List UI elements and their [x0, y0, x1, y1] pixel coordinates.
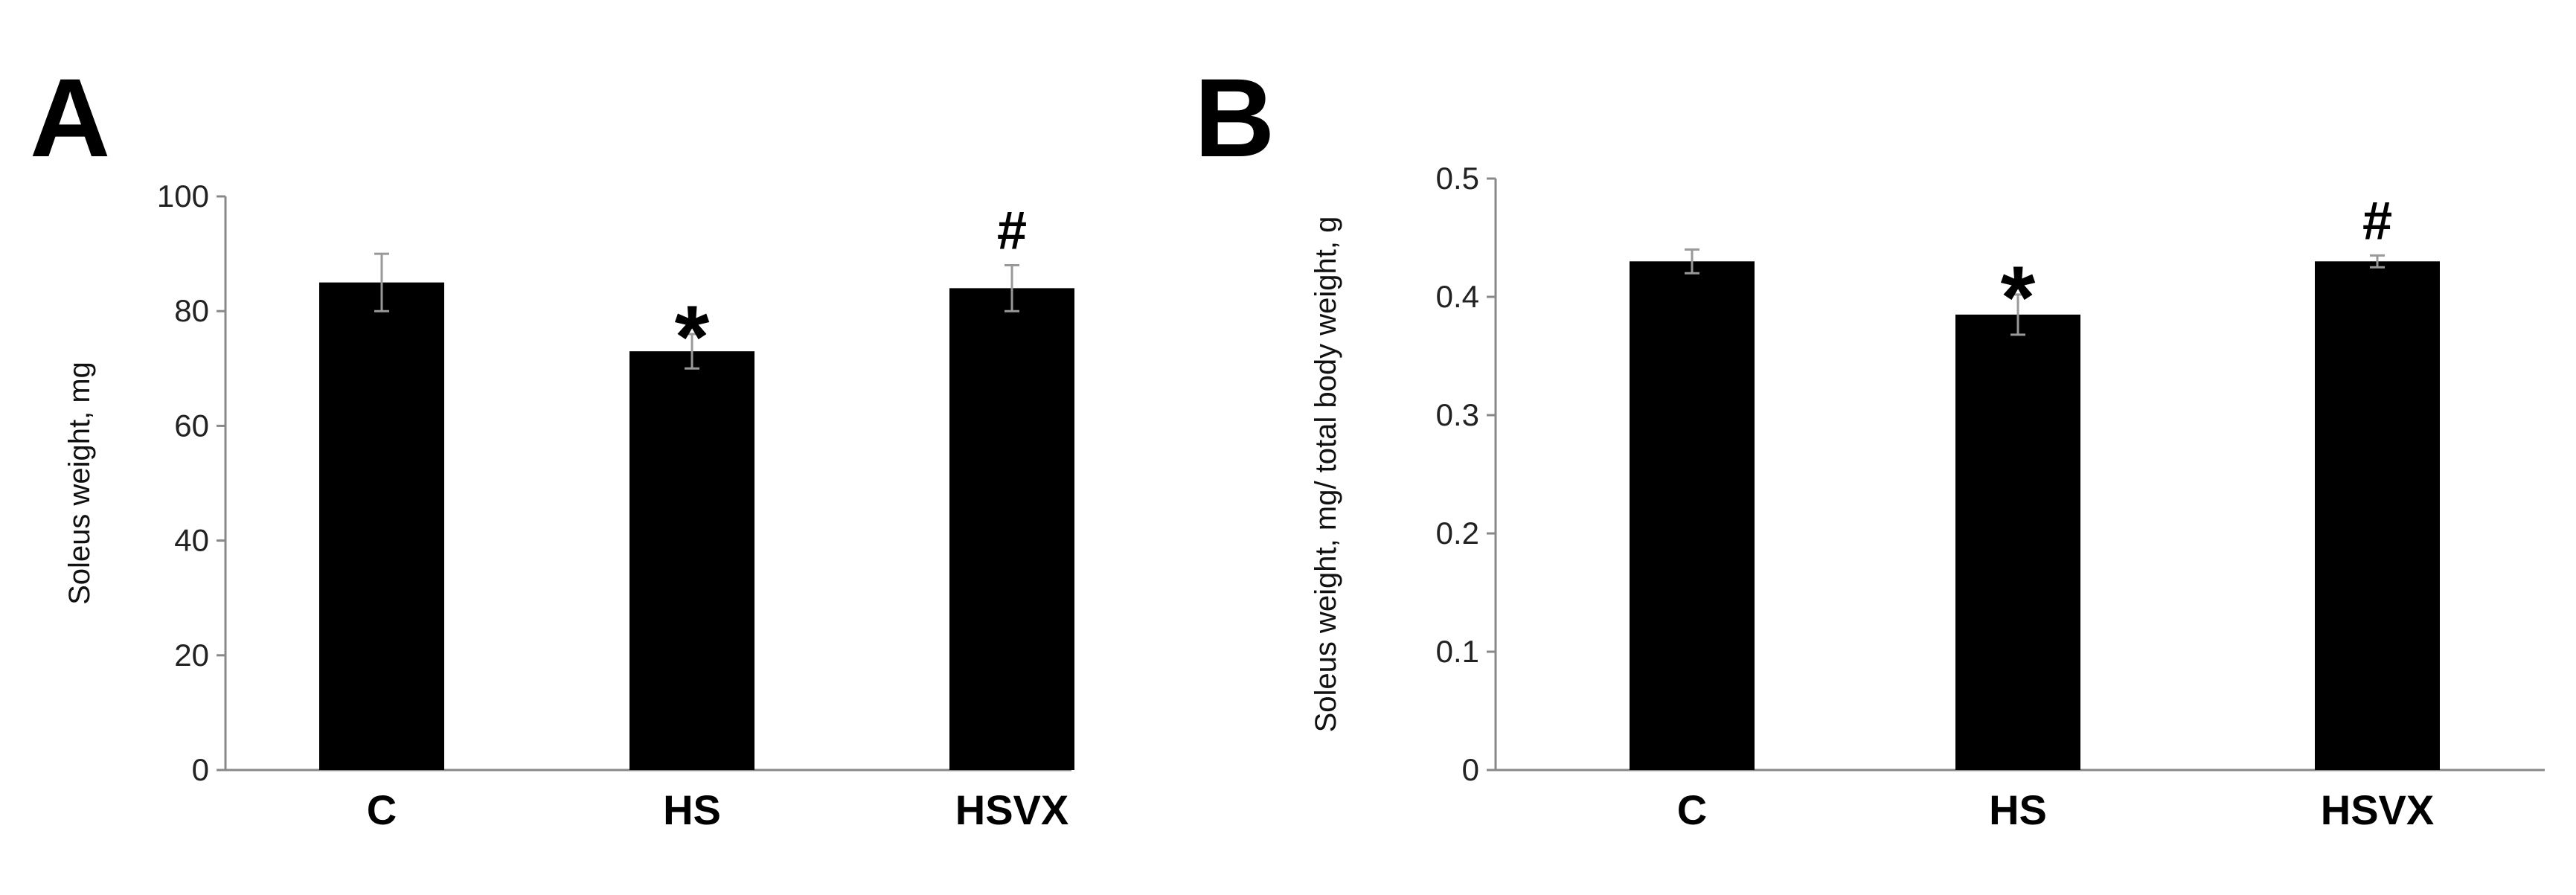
y-tick-label: 0.3 [1436, 397, 1479, 432]
y-tick-label: 0.4 [1436, 279, 1479, 314]
y-tick-label: 0 [192, 752, 209, 787]
significance-hash: # [997, 202, 1027, 261]
significance-asterisk: * [675, 287, 710, 387]
category-label: HSVX [2321, 786, 2435, 833]
bar-c [1630, 261, 1755, 770]
y-tick-label: 0.1 [1436, 634, 1479, 669]
y-tick-label: 40 [174, 523, 209, 558]
y-tick-label: 0.5 [1436, 161, 1479, 196]
bar-hs [1955, 314, 2080, 771]
y-tick-label: 60 [174, 408, 209, 443]
category-label: C [367, 786, 397, 833]
category-label: HSVX [955, 786, 1069, 833]
bar-hsvx [949, 288, 1074, 770]
bar-c [319, 282, 444, 770]
y-tick-label: 100 [157, 179, 209, 214]
y-axis-title: Soleus weight, mg/ total body weight, g [1310, 216, 1342, 733]
y-tick-label: 20 [174, 638, 209, 673]
significance-asterisk: * [2001, 248, 2036, 347]
significance-hash: # [2362, 191, 2392, 251]
bar-hsvx [2315, 261, 2440, 770]
panel-letter: A [30, 55, 110, 180]
panel-a: A 0 20 40 60 80 100 Soleus weight, mg C HS * HSVX # [30, 55, 1074, 833]
category-label: HS [663, 786, 721, 833]
panel-b: B 0 0.1 0.2 0.3 0.4 0.5 Soleus weight, mg/ tota… [1194, 55, 2545, 833]
y-tick-label: 0 [1462, 752, 1479, 787]
panel-letter: B [1194, 55, 1275, 180]
category-label: C [1677, 786, 1707, 833]
bar-hs [629, 351, 754, 770]
y-axis-title: Soleus weight, mg [63, 362, 96, 605]
y-tick-label: 80 [174, 293, 209, 328]
category-label: HS [1989, 786, 2047, 833]
y-tick-label: 0.2 [1436, 516, 1479, 551]
